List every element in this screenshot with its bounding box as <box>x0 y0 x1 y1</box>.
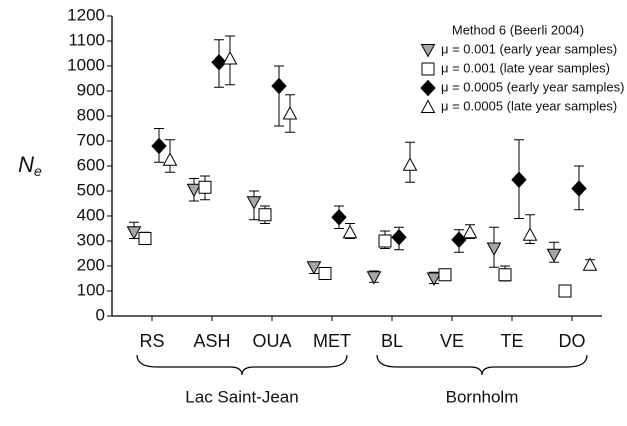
marker-triangle-down <box>486 242 502 257</box>
marker-diamond <box>211 54 227 71</box>
marker-square <box>378 234 392 248</box>
y-tick-label: 900 <box>77 80 105 99</box>
y-tick-label: 200 <box>77 255 105 274</box>
y-label-main: N <box>18 152 34 177</box>
marker-triangle-down <box>546 248 562 263</box>
y-tick-label: 1200 <box>67 5 105 24</box>
legend-label: μ = 0.0005 (early year samples) <box>441 79 624 94</box>
marker-square <box>421 62 435 76</box>
marker-triangle-down <box>126 226 142 240</box>
marker-triangle-up <box>222 50 238 65</box>
marker-triangle-down <box>420 44 436 58</box>
marker-triangle-up <box>402 157 418 171</box>
group-brace <box>376 354 588 376</box>
x-tick-label: ASH <box>193 331 230 351</box>
x-tick-label: TE <box>500 331 523 351</box>
y-tick-label: 400 <box>77 205 105 224</box>
marker-diamond <box>451 231 467 248</box>
marker-triangle-up <box>162 152 178 166</box>
x-tick-label: DO <box>559 331 586 351</box>
marker-diamond <box>271 77 287 95</box>
marker-triangle-up <box>522 227 538 241</box>
y-tick-label: 500 <box>77 180 105 199</box>
marker-triangle-down <box>306 261 322 275</box>
marker-triangle-up <box>582 257 598 271</box>
marker-triangle-down <box>186 183 202 198</box>
marker-triangle-down <box>246 196 262 210</box>
marker-square <box>318 267 332 280</box>
y-tick-label: 1000 <box>67 55 105 74</box>
marker-triangle-up <box>420 99 436 113</box>
y-tick-label: 700 <box>77 130 105 149</box>
marker-triangle-up <box>282 105 298 120</box>
legend-label: μ = 0.001 (late year samples) <box>441 60 610 75</box>
y-tick-label: 1100 <box>68 30 105 49</box>
y-label-sub: e <box>34 163 42 179</box>
marker-square <box>138 232 152 245</box>
legend-title: Method 6 (Beerli 2004) <box>452 22 584 37</box>
marker-square <box>558 284 572 298</box>
x-tick-label: BL <box>381 331 403 351</box>
marker-diamond <box>391 229 407 246</box>
y-tick-label: 300 <box>77 230 105 249</box>
x-tick-label: RS <box>139 331 164 351</box>
marker-triangle-up <box>342 224 358 239</box>
group-brace <box>136 354 348 376</box>
y-tick-label: 800 <box>77 105 105 124</box>
legend-label: μ = 0.0005 (late year samples) <box>441 98 617 113</box>
marker-square <box>258 208 272 222</box>
x-tick-label: MET <box>313 331 351 351</box>
y-tick-label: 100 <box>77 280 105 299</box>
group-label: Lac Saint-Jean <box>185 387 298 406</box>
marker-triangle-down <box>426 272 442 287</box>
marker-triangle-up <box>462 224 478 239</box>
y-tick-label: 600 <box>77 155 105 174</box>
group-label: Bornholm <box>446 387 519 406</box>
y-tick-label: 0 <box>96 305 105 324</box>
x-tick-label: OUA <box>252 331 291 351</box>
x-tick-label: VE <box>440 331 464 351</box>
marker-diamond <box>331 209 347 226</box>
marker-triangle-down <box>366 271 382 285</box>
marker-square <box>498 268 512 282</box>
marker-diamond <box>511 171 527 188</box>
marker-diamond <box>571 180 587 197</box>
marker-square <box>438 268 452 282</box>
marker-square <box>198 180 212 194</box>
y-axis-label: Ne <box>18 152 42 179</box>
legend-label: μ = 0.001 (early year samples) <box>441 41 617 56</box>
marker-diamond <box>420 79 436 97</box>
marker-diamond <box>151 137 167 155</box>
